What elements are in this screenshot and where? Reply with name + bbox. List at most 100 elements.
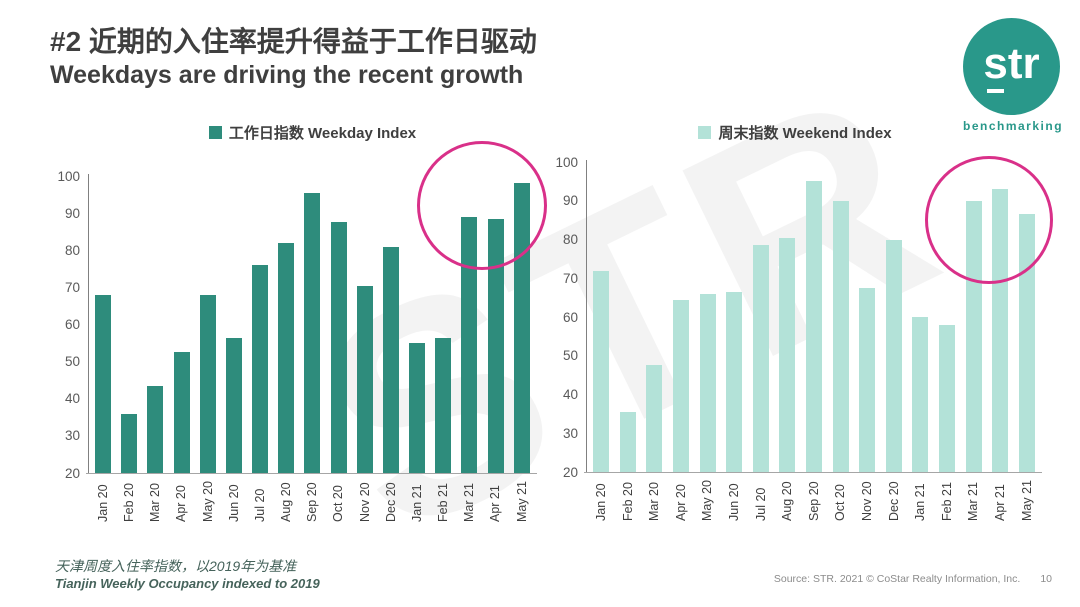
x-axis-tick-label: Apr 20: [673, 484, 688, 521]
x-axis-tick: Jul 20: [247, 481, 273, 522]
bar-apr-21: [487, 218, 504, 473]
page-number: 10: [1040, 573, 1052, 585]
x-axis-tick-label: Jan 21: [409, 484, 424, 522]
str-logo-circle: str: [963, 18, 1060, 115]
x-axis-tick-label: Aug 20: [279, 482, 294, 522]
bar-slot: [1014, 162, 1041, 472]
x-axis-tick: Mar 20: [142, 481, 168, 522]
bar-jan-20: [95, 294, 112, 473]
y-axis-tick-label: 30: [562, 425, 578, 441]
bar-dec-20: [885, 239, 902, 472]
bar-aug-20: [278, 242, 295, 473]
x-axis-tick-label: May 20: [200, 481, 215, 522]
weekend-legend-marker-icon: [698, 126, 712, 139]
bar-slot: [195, 176, 221, 473]
weekend-x-axis-line: [584, 472, 1042, 473]
x-axis-tick-label: Jan 21: [913, 483, 928, 521]
bar-slot: [352, 176, 378, 473]
bar-dec-20: [382, 246, 399, 473]
x-axis-tick-label: Jan 20: [95, 484, 110, 522]
bar-feb-21: [435, 337, 452, 473]
highlight-circle-weekday: [417, 141, 547, 270]
x-axis-tick-label: Jun 20: [226, 484, 241, 522]
x-axis-tick: May 21: [1014, 480, 1041, 521]
x-axis-tick-label: Jul 20: [252, 488, 267, 522]
bar-jan-20: [593, 270, 610, 472]
x-axis-tick-label: May 21: [1019, 480, 1034, 521]
weekday-legend: 工作日指数 Weekday Index: [90, 122, 535, 143]
y-axis-tick-label: 50: [562, 348, 578, 363]
x-axis-tick: Mar 21: [960, 480, 987, 521]
y-axis-tick-label: 40: [64, 391, 80, 406]
x-axis-tick: Mar 21: [456, 481, 482, 522]
x-axis-tick-label: Dec 20: [383, 482, 398, 522]
str-logo-text: str: [983, 38, 1040, 88]
bar-slot: [668, 162, 695, 472]
y-axis-tick-label: 60: [64, 316, 80, 332]
bar-slot: [588, 162, 615, 472]
x-axis-tick: May 20: [694, 480, 721, 521]
y-axis-tick-label: 80: [562, 231, 578, 247]
bar-slot: [907, 162, 934, 472]
bar-slot: [694, 162, 721, 472]
x-axis-tick-label: Nov 20: [357, 482, 372, 522]
bar-slot: [221, 176, 247, 473]
weekday-y-axis: 20 30 40 50 60 70 80 90 100: [42, 169, 80, 479]
source-line: Source: STR. 2021 © CoStar Realty Inform…: [774, 573, 1052, 585]
weekend-legend-label: 周末指数 Weekend Index: [718, 125, 892, 142]
footnote-zh: 天津周度入住率指数，以2019年为基准: [55, 558, 297, 574]
x-axis-tick-label: Apr 20: [174, 485, 189, 522]
x-axis-tick: Jul 20: [748, 480, 775, 521]
x-axis-tick: Feb 20: [615, 480, 642, 521]
bar-may-21: [1018, 214, 1035, 472]
x-axis-tick: Nov 20: [854, 480, 881, 521]
x-axis-tick: Sep 20: [299, 481, 325, 522]
bar-oct-20: [832, 200, 849, 472]
bar-apr-20: [673, 299, 690, 472]
bar-jun-20: [225, 337, 242, 473]
x-axis-tick-label: Feb 21: [939, 482, 954, 521]
x-axis-tick-label: Feb 20: [620, 482, 635, 521]
y-axis-tick-label: 100: [57, 168, 80, 184]
x-axis-tick: Sep 20: [801, 480, 828, 521]
x-axis-tick-label: Sep 20: [806, 481, 821, 521]
x-axis-tick-label: Dec 20: [886, 481, 901, 521]
bar-jul-20: [252, 265, 269, 473]
bar-slot: [404, 176, 430, 473]
x-axis-tick: Aug 20: [774, 480, 801, 521]
x-axis-tick: Dec 20: [378, 481, 404, 522]
weekend-x-axis: Jan 20 Feb 20 Mar 20 Apr 20 May 20 Jun 20 Jul …: [588, 480, 1040, 521]
highlight-circle-weekend: [925, 156, 1053, 284]
x-axis-tick: Jan 21: [907, 480, 934, 521]
x-axis-tick-label: Feb 21: [436, 483, 451, 522]
x-axis-tick-label: Jun 20: [727, 483, 742, 521]
bar-slot: [801, 162, 828, 472]
y-axis-tick-label: 80: [64, 242, 80, 258]
x-axis-tick: Mar 20: [641, 480, 668, 521]
bar-slot: [247, 176, 273, 473]
x-axis-tick: Oct 20: [326, 481, 352, 522]
bar-may-20: [699, 293, 716, 472]
x-axis-tick: Apr 20: [668, 480, 695, 521]
weekend-legend: 周末指数 Weekend Index: [565, 122, 1025, 143]
y-axis-tick-label: 70: [562, 270, 578, 286]
bar-slot: [273, 176, 299, 473]
x-axis-tick: May 21: [509, 481, 535, 522]
y-axis-tick-label: 60: [562, 309, 578, 325]
bar-slot: [615, 162, 642, 472]
bar-mar-21: [461, 216, 478, 473]
y-axis-tick-label: 20: [562, 464, 578, 480]
y-axis-tick-label: 40: [562, 386, 578, 402]
bar-feb-21: [939, 324, 956, 472]
x-axis-tick-label: Jan 20: [594, 483, 609, 521]
bar-mar-20: [646, 365, 663, 472]
y-axis-tick-label: 70: [64, 279, 80, 295]
x-axis-tick: Aug 20: [273, 481, 299, 522]
x-axis-tick: Feb 20: [116, 481, 142, 522]
weekend-y-axis: 20 30 40 50 60 70 80 90 100: [540, 155, 578, 478]
bar-slot: [456, 176, 482, 473]
str-logo-benchmarking-label: benchmarking: [963, 119, 1064, 133]
x-axis-tick-label: Oct 20: [833, 484, 848, 521]
weekday-bars: [90, 176, 535, 473]
